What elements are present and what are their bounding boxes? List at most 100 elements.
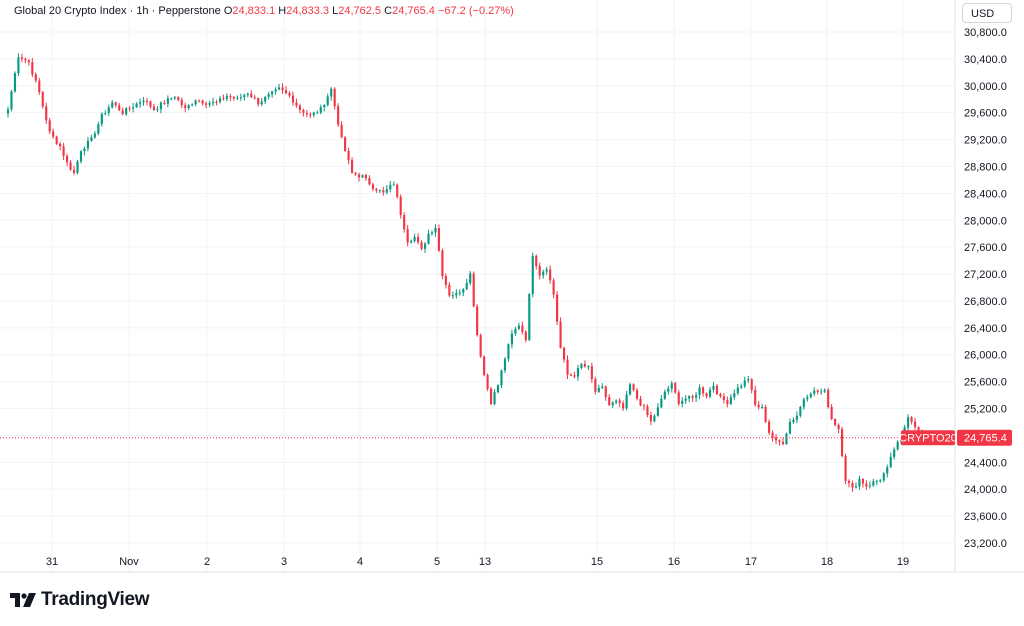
candle-body xyxy=(298,105,302,110)
candle xyxy=(875,479,878,486)
y-tick-label: 24,400.0 xyxy=(964,457,1007,469)
price-axis[interactable]: 30,800.0 30,400.0 30,000.0 29,600.0 29,200.0… xyxy=(964,27,1007,550)
candle-body xyxy=(861,478,864,484)
candle xyxy=(889,452,892,468)
interval-label[interactable]: 1h xyxy=(136,5,149,17)
candle xyxy=(277,83,281,91)
candle xyxy=(357,172,361,182)
candle-body xyxy=(20,57,23,59)
candle xyxy=(319,104,322,115)
candle xyxy=(62,142,65,161)
candle xyxy=(795,411,798,424)
candle-body xyxy=(191,104,194,106)
candle xyxy=(622,400,625,411)
candle-body xyxy=(205,103,208,105)
candle-body xyxy=(712,385,715,390)
candle xyxy=(218,95,222,104)
candle xyxy=(545,266,548,276)
candle xyxy=(535,254,538,270)
candle-body xyxy=(319,107,322,113)
candle xyxy=(128,105,131,112)
candle-body xyxy=(437,228,441,251)
candle xyxy=(302,108,305,117)
candle xyxy=(872,478,875,487)
candle-body xyxy=(795,415,798,420)
candle xyxy=(496,384,500,394)
time-axis[interactable]: 31 Nov 2 3 4 5 13 15 16 17 18 19 xyxy=(46,556,909,568)
candle-body xyxy=(284,90,288,93)
candle xyxy=(820,388,823,395)
candle xyxy=(493,388,496,406)
candle-body xyxy=(774,437,778,441)
candle-body xyxy=(38,80,41,93)
candle xyxy=(45,102,48,124)
candle xyxy=(451,291,454,299)
candle-body xyxy=(827,389,830,408)
x-tick-label: 2 xyxy=(204,556,210,568)
y-tick-label: 28,000.0 xyxy=(964,215,1007,227)
candle xyxy=(503,356,507,373)
candle-body xyxy=(316,112,319,114)
candle-body xyxy=(469,273,472,284)
candle-body xyxy=(879,480,882,482)
candle xyxy=(427,229,430,245)
candle-body xyxy=(79,151,83,162)
candle-body xyxy=(768,421,771,433)
candle xyxy=(896,440,899,451)
candle xyxy=(486,373,489,392)
candle-body xyxy=(823,389,826,392)
candle-body xyxy=(528,294,531,340)
candle xyxy=(41,90,44,109)
candle xyxy=(24,57,27,64)
candle xyxy=(333,87,336,110)
candle-body xyxy=(274,89,277,92)
candle-body xyxy=(350,160,354,173)
candle xyxy=(462,288,465,297)
candle xyxy=(232,95,235,101)
candle xyxy=(500,369,503,389)
candle-body xyxy=(114,102,117,106)
x-tick-label: 15 xyxy=(591,556,603,568)
candle xyxy=(517,322,520,331)
tradingview-watermark[interactable]: TradingView xyxy=(10,589,150,611)
candle xyxy=(722,393,725,404)
y-tick-label: 28,800.0 xyxy=(964,161,1007,173)
candle-body xyxy=(549,269,552,281)
candle xyxy=(788,418,792,435)
candle xyxy=(250,90,253,99)
candle xyxy=(114,101,117,108)
candle xyxy=(385,185,388,195)
candle-body xyxy=(646,406,649,415)
candle-body xyxy=(559,321,562,348)
candle xyxy=(531,252,534,298)
candle-body xyxy=(371,184,374,189)
candle-body xyxy=(111,102,114,108)
candle xyxy=(118,102,121,112)
candle-body xyxy=(715,385,719,394)
candle xyxy=(854,482,858,489)
candle-body xyxy=(451,295,454,297)
candle xyxy=(229,93,232,101)
chart-header: Global 20 Crypto Index · 1h · Pepperston… xyxy=(14,5,514,17)
candle-body xyxy=(211,101,215,104)
candle xyxy=(521,321,524,335)
candle xyxy=(768,419,771,435)
symbol-name[interactable]: Global 20 Crypto Index xyxy=(14,5,127,17)
candle-body xyxy=(156,109,159,111)
candle-body xyxy=(250,93,253,98)
candle xyxy=(608,394,611,406)
high-label: H xyxy=(278,5,287,17)
candle-body xyxy=(740,386,743,388)
candle xyxy=(642,403,646,411)
candle xyxy=(121,107,124,116)
candle-body xyxy=(225,96,229,99)
candle-body xyxy=(625,394,628,409)
candle xyxy=(34,72,37,83)
y-tick-label: 26,400.0 xyxy=(964,323,1007,335)
candle xyxy=(72,165,76,175)
candle-body xyxy=(236,97,239,99)
candle xyxy=(31,57,34,78)
candle-body xyxy=(510,333,513,345)
currency-button[interactable]: USD xyxy=(962,3,1012,23)
